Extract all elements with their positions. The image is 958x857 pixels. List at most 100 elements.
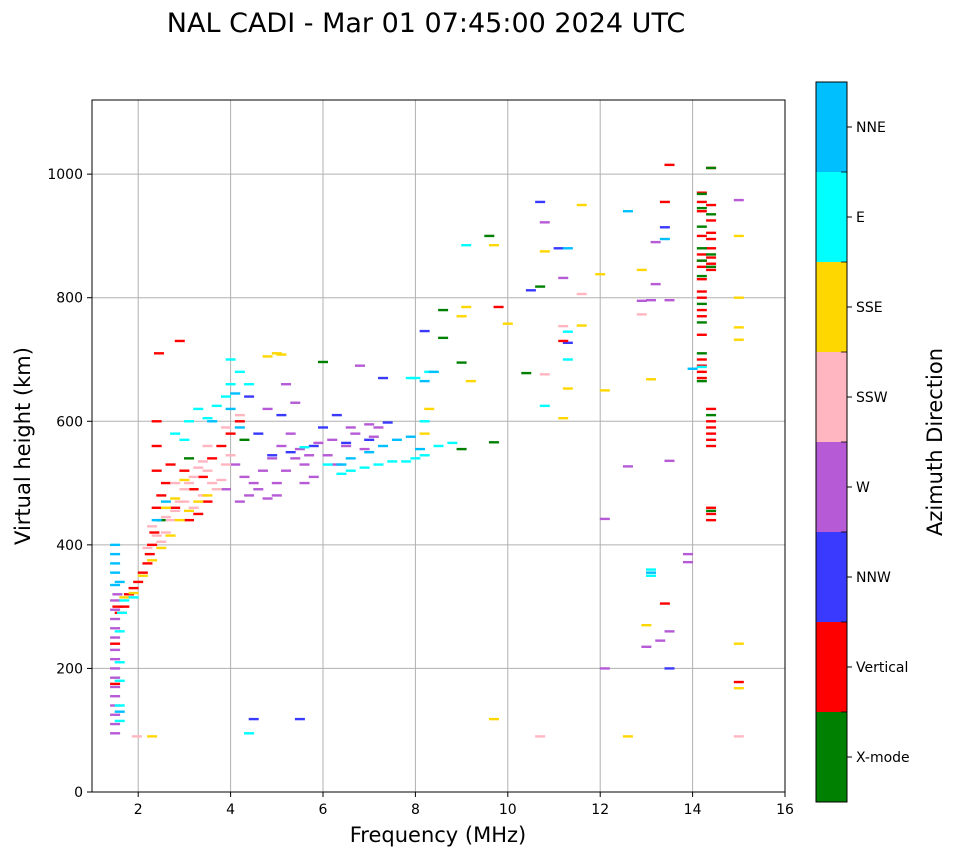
- echo-point-e: [114, 661, 125, 664]
- echo-point-e: [119, 599, 130, 602]
- echo-point-ssw: [207, 481, 218, 485]
- echo-point-w: [322, 454, 333, 457]
- echo-point-nne: [378, 444, 389, 448]
- echo-point-e: [225, 383, 236, 386]
- echo-point-vertical: [696, 308, 707, 312]
- echo-point-w: [733, 198, 744, 202]
- echo-point-vertical: [165, 463, 176, 466]
- echo-point-w: [110, 648, 121, 652]
- echo-point-w: [244, 494, 255, 497]
- echo-point-vertical: [112, 605, 123, 608]
- echo-point-w: [271, 494, 282, 497]
- echo-point-w: [327, 438, 338, 442]
- echo-point-ssw: [165, 518, 176, 522]
- echo-point-sse: [119, 596, 130, 599]
- echo-point-sse: [156, 546, 167, 550]
- colorbar-tick-label: SSW: [856, 390, 888, 406]
- echo-point-ssw: [160, 531, 171, 534]
- echo-point-w: [664, 459, 675, 463]
- echo-point-e: [539, 404, 550, 408]
- echo-point-w: [664, 298, 675, 302]
- echo-point-ssw: [193, 466, 204, 469]
- echo-point-e: [220, 395, 231, 398]
- echo-point-e: [433, 444, 444, 448]
- echo-point-sse: [193, 500, 204, 503]
- echo-point-vertical: [696, 370, 707, 374]
- echo-point-e: [170, 432, 181, 435]
- colorbar-segment: [816, 172, 847, 262]
- echo-point-ssw: [234, 413, 245, 417]
- echo-point-ssw: [733, 735, 744, 738]
- echo-point-w: [650, 282, 661, 286]
- colorbar-tick-label: E: [856, 210, 865, 226]
- x-axis-label: Frequency (MHz): [350, 823, 526, 847]
- echo-point-ssw: [170, 481, 181, 485]
- echo-point-sse: [170, 497, 181, 500]
- echo-point-sse: [636, 268, 647, 272]
- echo-point-sse: [733, 687, 744, 690]
- echo-point-w: [257, 469, 268, 472]
- echo-point-ssw: [142, 546, 153, 550]
- echo-point-w: [239, 475, 250, 479]
- echo-point-w: [234, 500, 245, 503]
- echo-point-w: [636, 299, 647, 303]
- echo-point-w: [359, 447, 370, 451]
- echo-point-w: [354, 364, 365, 367]
- echo-point-vertical: [696, 253, 707, 256]
- echo-point-x-mode: [696, 259, 707, 262]
- echo-point-vertical: [144, 552, 155, 556]
- echo-point-sse: [461, 305, 472, 309]
- colorbar-segment: [816, 352, 847, 442]
- echo-point-ssw: [184, 481, 195, 485]
- echo-point-vertical: [696, 265, 707, 269]
- data-points: [110, 163, 744, 738]
- echo-point-sse: [576, 203, 587, 207]
- echo-point-nne: [151, 518, 162, 522]
- echo-point-sse: [502, 322, 513, 325]
- echo-point-nne: [234, 426, 245, 429]
- echo-point-vertical: [659, 200, 670, 204]
- echo-point-sse: [599, 389, 610, 392]
- echo-point-w: [110, 722, 121, 726]
- echo-point-sse: [419, 432, 430, 435]
- echo-point-nnw: [285, 450, 296, 454]
- echo-point-nnw: [378, 376, 389, 380]
- echo-point-vertical: [706, 506, 717, 509]
- echo-point-sse: [456, 315, 467, 318]
- echo-point-vertical: [706, 268, 717, 272]
- x-tick-label: 10: [499, 802, 517, 818]
- echo-point-w: [682, 560, 693, 564]
- echo-point-x-mode: [239, 438, 250, 442]
- echo-point-ssw: [576, 292, 587, 296]
- echo-point-vertical: [696, 210, 707, 213]
- echo-point-sse: [576, 324, 587, 327]
- echo-point-e: [225, 358, 236, 361]
- echo-point-w: [641, 645, 652, 649]
- echo-point-x-mode: [696, 379, 707, 383]
- echo-point-e: [234, 370, 245, 374]
- echo-point-ssw: [539, 373, 550, 376]
- echo-point-vertical: [696, 296, 707, 299]
- y-axis-ticks: 0 200 400 600 800 1000: [47, 167, 92, 801]
- echo-point-vertical: [696, 234, 707, 238]
- echo-point-w: [220, 488, 231, 491]
- x-tick-label: 14: [684, 802, 702, 818]
- colorbar-segment: [816, 532, 847, 622]
- echo-point-e: [193, 407, 204, 411]
- y-tick-label: 400: [56, 538, 83, 554]
- echo-point-vertical: [110, 642, 121, 645]
- echo-point-ssw: [170, 509, 181, 513]
- echo-point-e: [562, 358, 573, 361]
- echo-point-vertical: [207, 457, 218, 460]
- echo-point-e: [322, 463, 333, 466]
- echo-point-nnw: [525, 289, 536, 292]
- y-tick-label: 0: [74, 785, 83, 801]
- echo-point-w: [110, 636, 121, 639]
- echo-point-vertical: [706, 256, 717, 259]
- echo-point-nne: [114, 580, 125, 584]
- echo-point-x-mode: [535, 285, 546, 288]
- echo-point-nnw: [244, 395, 255, 398]
- echo-point-w: [281, 469, 292, 472]
- echo-point-vertical: [133, 580, 144, 584]
- echo-point-w: [276, 444, 287, 448]
